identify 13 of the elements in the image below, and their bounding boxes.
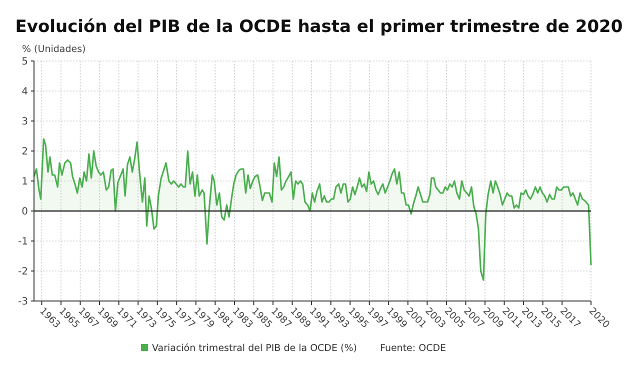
y-tick-label: 4 <box>22 86 28 98</box>
y-tick-label: 3 <box>22 116 28 128</box>
y-tick-label: 5 <box>22 56 28 68</box>
y-tick-label: 2 <box>22 146 28 158</box>
chart-title: Evolución del PIB de la OCDE hasta el primer trimestre de 2020 <box>15 17 623 37</box>
legend-label: Variación trimestral del PIB de la OCDE (%) <box>152 343 357 354</box>
source-note: Fuente: OCDE <box>380 343 446 354</box>
y-tick-label: 1 <box>22 176 28 188</box>
y-tick-label: -1 <box>18 236 28 248</box>
y-tick-label: 0 <box>22 206 28 218</box>
y-tick-label: -3 <box>18 296 28 308</box>
y-tick-label: -2 <box>18 266 28 278</box>
y-axis-title: % (Unidades) <box>22 44 86 55</box>
